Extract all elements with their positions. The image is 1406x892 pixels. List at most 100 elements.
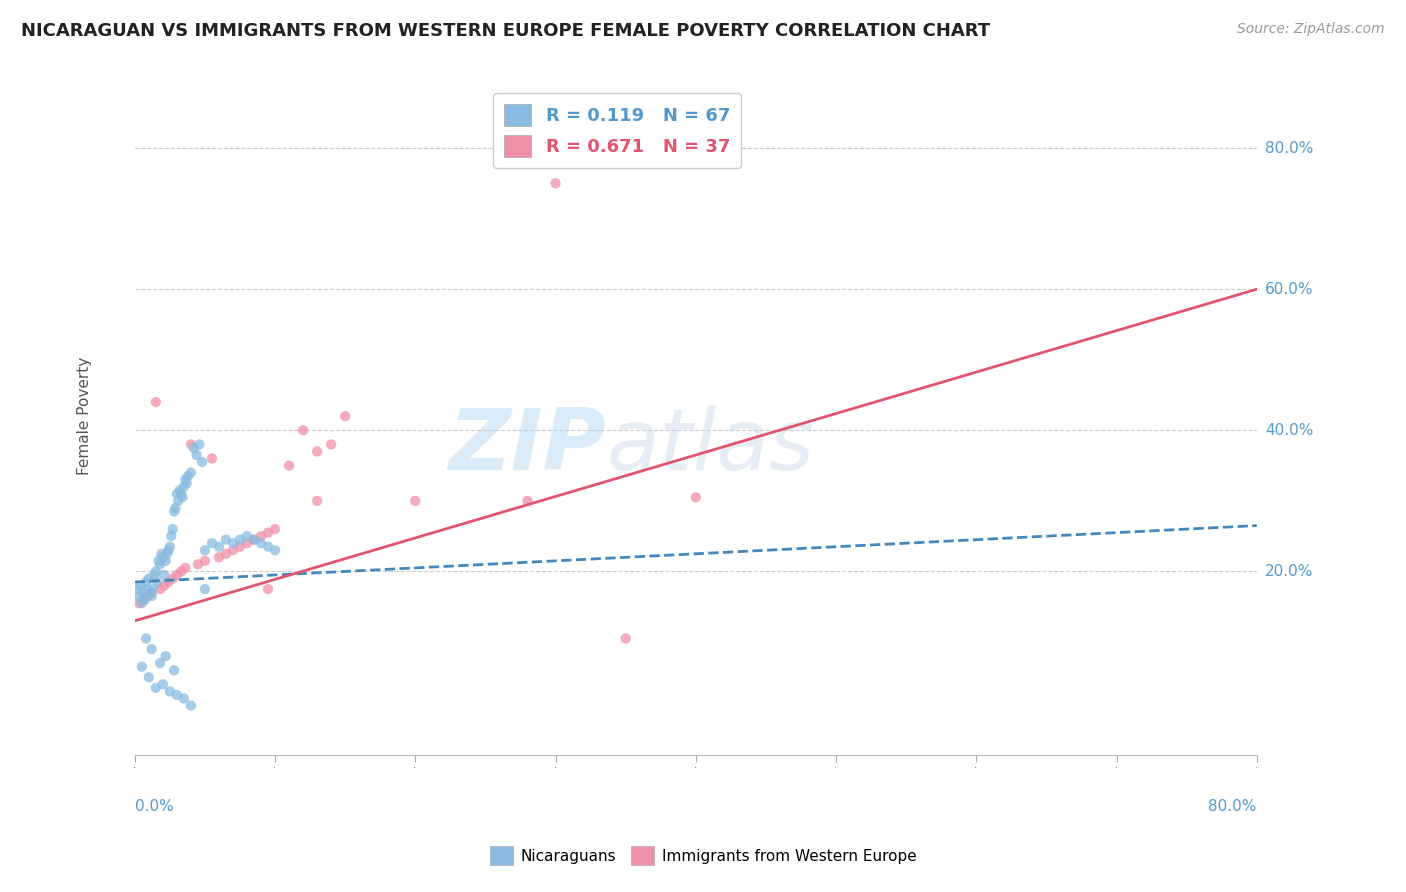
- Text: NICARAGUAN VS IMMIGRANTS FROM WESTERN EUROPE FEMALE POVERTY CORRELATION CHART: NICARAGUAN VS IMMIGRANTS FROM WESTERN EU…: [21, 22, 990, 40]
- Point: [146, 574, 169, 589]
- Point: [155, 554, 177, 568]
- Point: [170, 487, 193, 501]
- Point: [136, 582, 159, 596]
- Point: [163, 504, 186, 518]
- Point: [183, 441, 205, 455]
- Point: [156, 547, 179, 561]
- Point: [236, 529, 259, 543]
- Text: 0.0%: 0.0%: [135, 799, 173, 814]
- Point: [141, 585, 163, 599]
- Point: [174, 561, 197, 575]
- Point: [159, 540, 181, 554]
- Point: [159, 684, 181, 698]
- Point: [174, 473, 197, 487]
- Point: [149, 582, 172, 596]
- Point: [166, 487, 188, 501]
- Point: [201, 536, 224, 550]
- Point: [162, 572, 184, 586]
- Point: [236, 536, 259, 550]
- Point: [257, 540, 280, 554]
- Point: [148, 554, 170, 568]
- Point: [180, 437, 202, 451]
- Point: [163, 663, 186, 677]
- Point: [152, 550, 174, 565]
- Point: [165, 500, 187, 515]
- Point: [191, 455, 214, 469]
- Point: [145, 565, 167, 579]
- Point: [307, 494, 329, 508]
- Point: [335, 409, 357, 424]
- Legend: R = 0.119   N = 67, R = 0.671   N = 37: R = 0.119 N = 67, R = 0.671 N = 37: [494, 94, 741, 168]
- Point: [131, 596, 153, 610]
- Point: [170, 565, 193, 579]
- Point: [250, 529, 273, 543]
- Point: [186, 448, 208, 462]
- Point: [157, 574, 180, 589]
- Text: 80.0%: 80.0%: [1209, 799, 1257, 814]
- Point: [257, 525, 280, 540]
- Point: [307, 444, 329, 458]
- Point: [142, 582, 165, 596]
- Point: [278, 458, 301, 473]
- Point: [127, 582, 149, 596]
- Point: [215, 547, 238, 561]
- Point: [201, 451, 224, 466]
- Point: [129, 578, 152, 592]
- Point: [166, 688, 188, 702]
- Point: [685, 491, 707, 505]
- Point: [404, 494, 426, 508]
- Point: [614, 632, 637, 646]
- Point: [132, 592, 155, 607]
- Point: [321, 437, 343, 451]
- Point: [176, 476, 198, 491]
- Point: [173, 691, 195, 706]
- Point: [155, 649, 177, 664]
- Point: [132, 585, 155, 599]
- Point: [145, 395, 167, 409]
- Text: 80.0%: 80.0%: [1265, 141, 1313, 155]
- Point: [143, 568, 166, 582]
- Text: Female Poverty: Female Poverty: [77, 357, 91, 475]
- Point: [136, 589, 159, 603]
- Point: [180, 698, 202, 713]
- Point: [150, 547, 173, 561]
- Point: [152, 677, 174, 691]
- Point: [180, 466, 202, 480]
- Point: [257, 582, 280, 596]
- Point: [264, 543, 287, 558]
- Point: [141, 642, 163, 657]
- Point: [149, 656, 172, 670]
- Point: [215, 533, 238, 547]
- Point: [149, 558, 172, 572]
- Point: [194, 582, 217, 596]
- Point: [153, 568, 176, 582]
- Point: [166, 568, 188, 582]
- Text: Source: ZipAtlas.com: Source: ZipAtlas.com: [1237, 22, 1385, 37]
- Text: ZIP: ZIP: [449, 405, 606, 488]
- Point: [138, 670, 160, 684]
- Point: [250, 536, 273, 550]
- Point: [194, 554, 217, 568]
- Point: [177, 469, 200, 483]
- Point: [544, 176, 567, 190]
- Point: [229, 533, 252, 547]
- Point: [264, 522, 287, 536]
- Point: [188, 437, 211, 451]
- Point: [229, 540, 252, 554]
- Point: [141, 589, 163, 603]
- Point: [128, 589, 150, 603]
- Point: [160, 529, 183, 543]
- Point: [194, 543, 217, 558]
- Point: [157, 543, 180, 558]
- Point: [169, 483, 191, 498]
- Point: [516, 494, 538, 508]
- Point: [243, 533, 266, 547]
- Text: atlas: atlas: [606, 405, 814, 488]
- Point: [172, 491, 194, 505]
- Point: [162, 522, 184, 536]
- Point: [187, 558, 209, 572]
- Legend: Nicaraguans, Immigrants from Western Europe: Nicaraguans, Immigrants from Western Eur…: [484, 840, 922, 871]
- Point: [131, 659, 153, 673]
- Point: [292, 423, 315, 437]
- Point: [134, 592, 156, 607]
